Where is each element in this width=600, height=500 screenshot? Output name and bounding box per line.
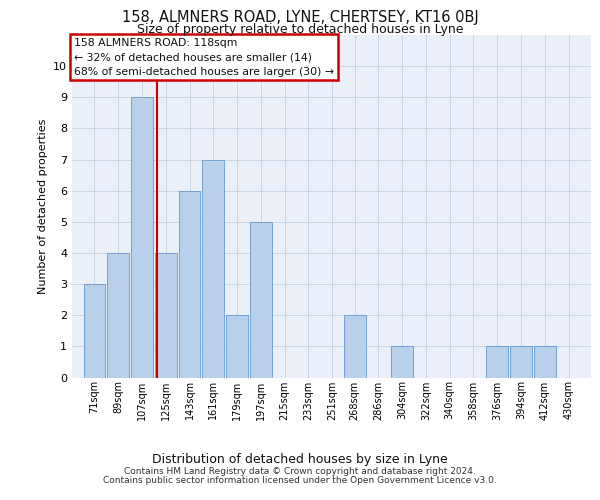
Text: 158, ALMNERS ROAD, LYNE, CHERTSEY, KT16 0BJ: 158, ALMNERS ROAD, LYNE, CHERTSEY, KT16 …: [122, 10, 478, 25]
Bar: [107, 253, 129, 378]
Bar: [510, 346, 532, 378]
Bar: [250, 222, 272, 378]
Bar: [344, 315, 365, 378]
Bar: [83, 284, 106, 378]
Y-axis label: Number of detached properties: Number of detached properties: [38, 118, 47, 294]
Bar: [391, 346, 413, 378]
Bar: [202, 160, 224, 378]
Text: Contains HM Land Registry data © Crown copyright and database right 2024.: Contains HM Land Registry data © Crown c…: [124, 467, 476, 476]
Bar: [131, 98, 153, 378]
Text: Distribution of detached houses by size in Lyne: Distribution of detached houses by size …: [152, 453, 448, 466]
Bar: [179, 190, 200, 378]
Bar: [155, 253, 176, 378]
Text: 158 ALMNERS ROAD: 118sqm
← 32% of detached houses are smaller (14)
68% of semi-d: 158 ALMNERS ROAD: 118sqm ← 32% of detach…: [74, 38, 334, 76]
Bar: [487, 346, 508, 378]
Text: Size of property relative to detached houses in Lyne: Size of property relative to detached ho…: [137, 22, 463, 36]
Text: Contains public sector information licensed under the Open Government Licence v3: Contains public sector information licen…: [103, 476, 497, 485]
Bar: [226, 315, 248, 378]
Bar: [534, 346, 556, 378]
